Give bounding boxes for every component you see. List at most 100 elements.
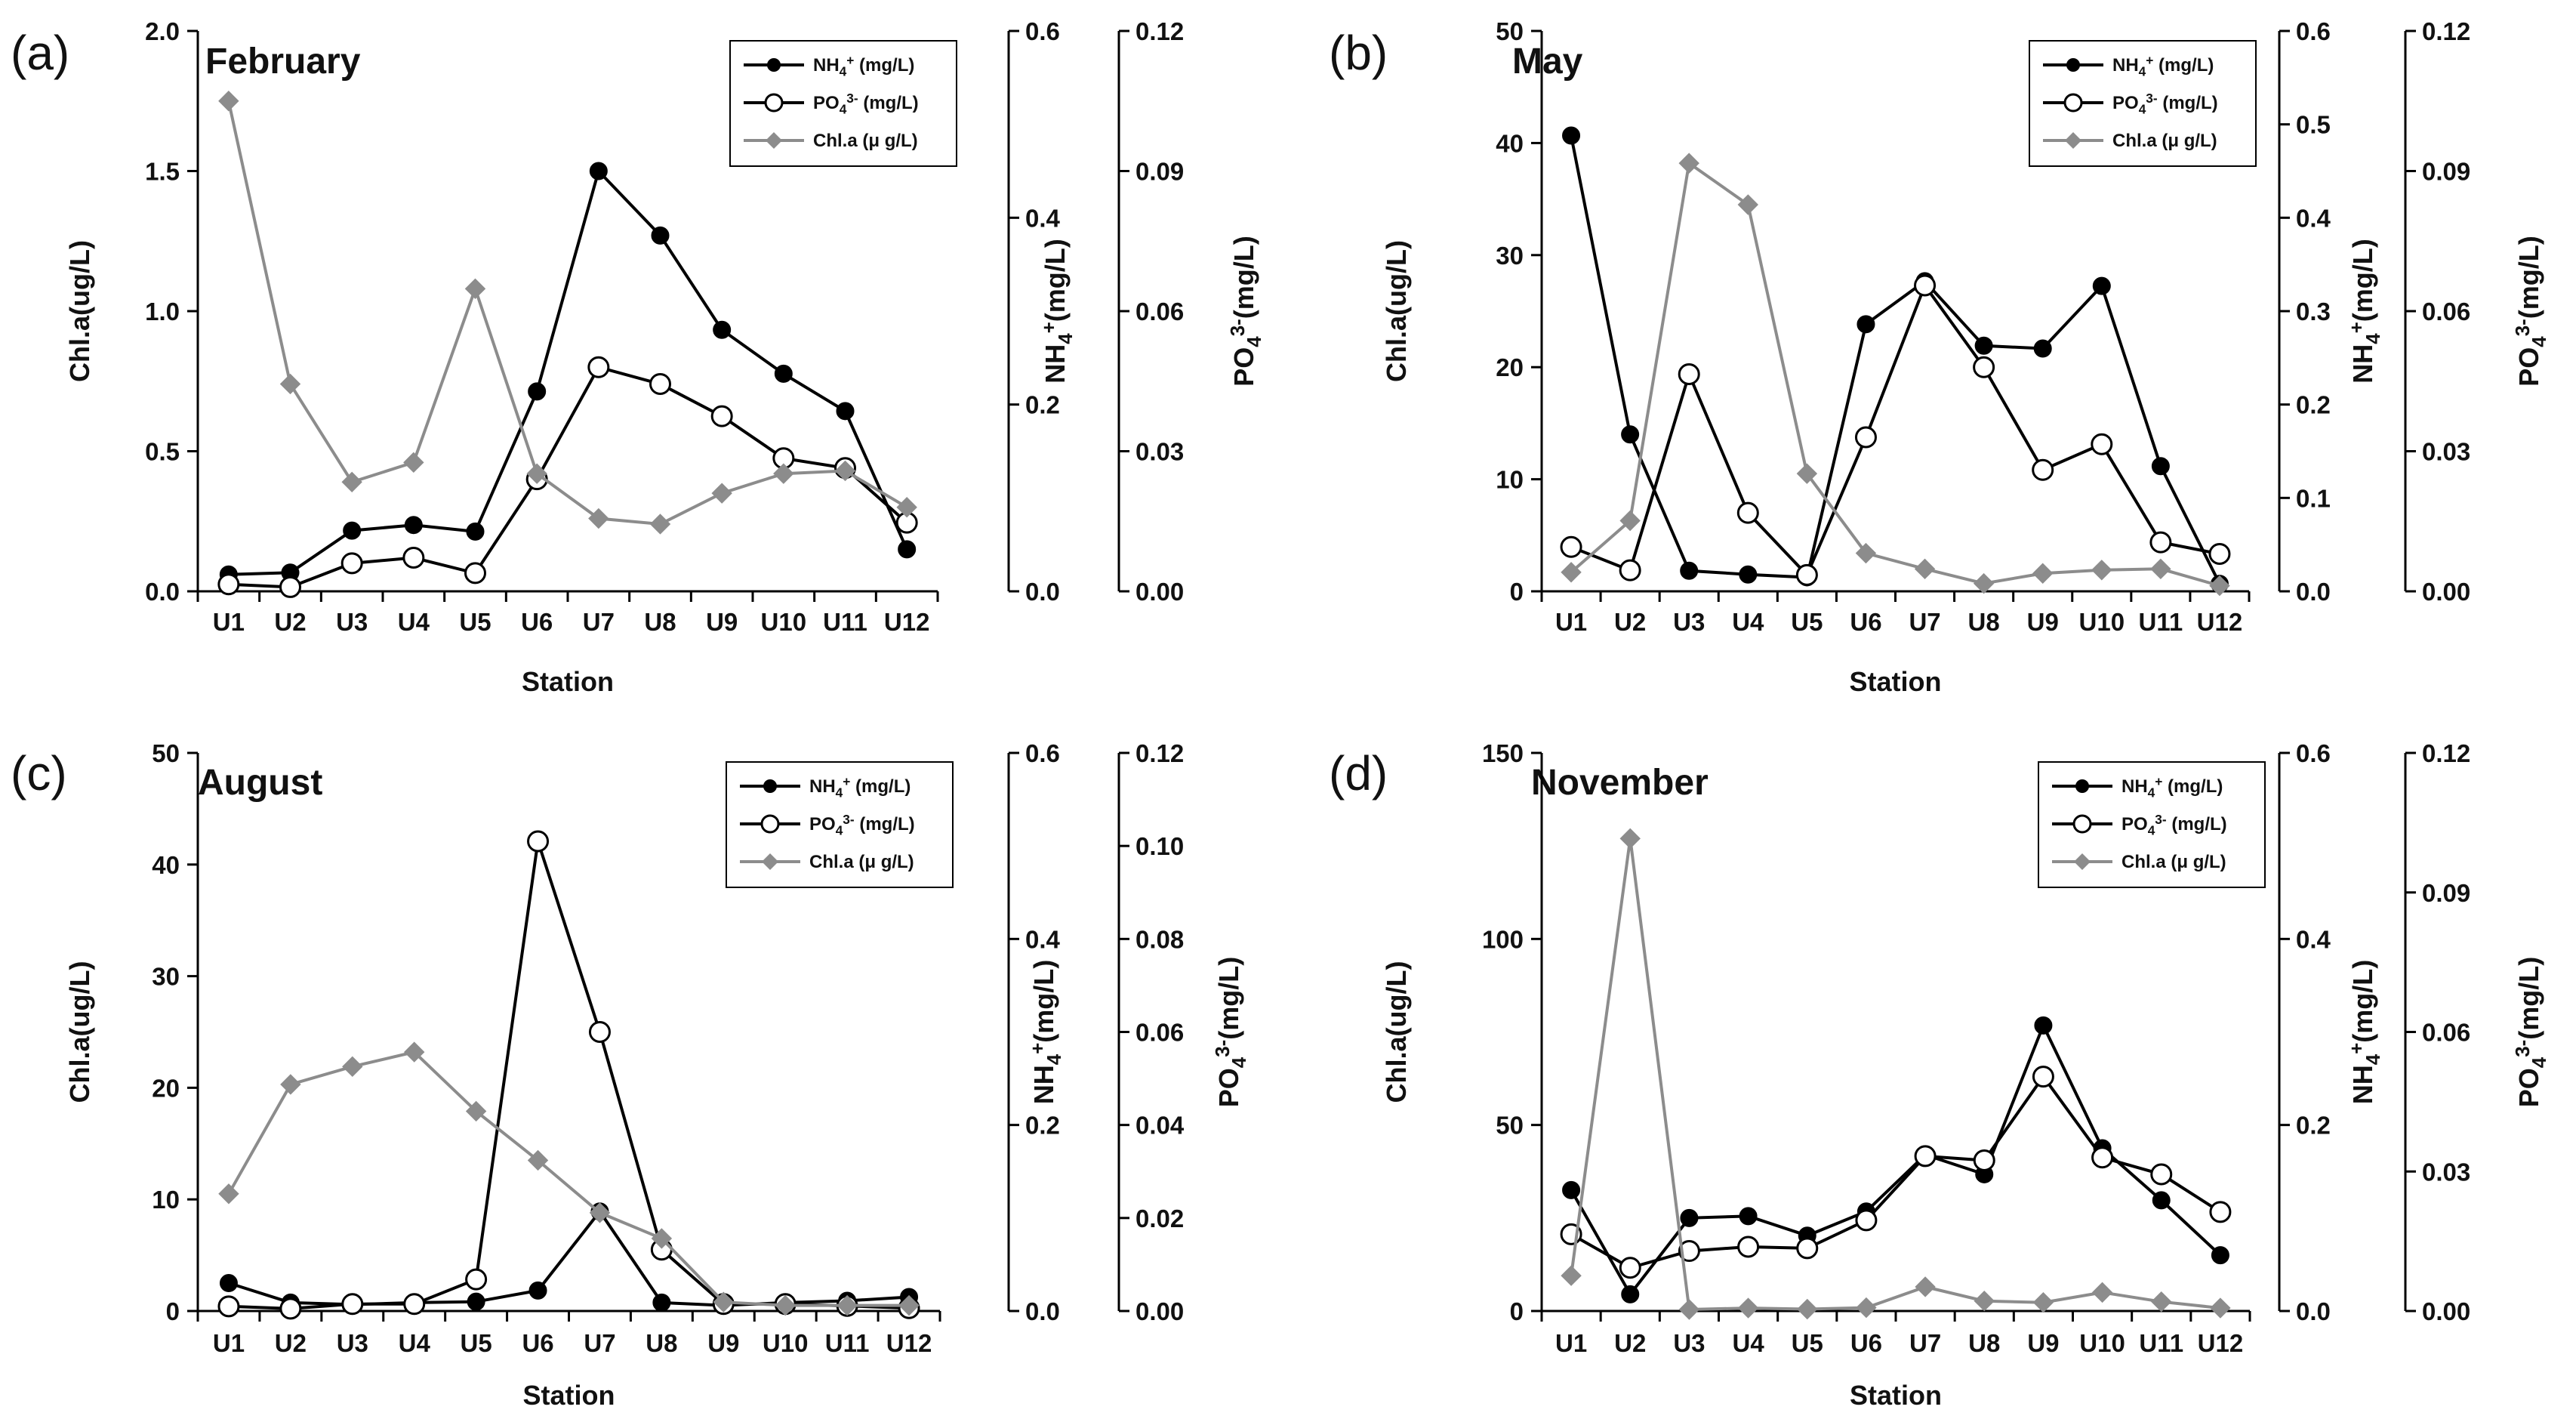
- legend-marker-nh4: [763, 779, 777, 793]
- data-point-chla: [1855, 542, 1877, 564]
- legend-marker-po4: [760, 814, 780, 834]
- data-point-po4: [2209, 1201, 2232, 1223]
- chart-panel-2: (c) August 0 10 20 30 40 50 0.0 0.2 0.4 0.6 0.00 0.02…: [11, 739, 1250, 1411]
- legend-label-nh4: NH4+ (mg/L): [813, 53, 914, 79]
- y-axis-title: Chl.a(ug/L): [64, 240, 95, 382]
- data-point-chla: [404, 1041, 425, 1063]
- data-point-chla: [1796, 463, 1818, 484]
- panel-label: (c): [11, 746, 67, 801]
- legend-label-po4: PO43- (mg/L): [809, 812, 915, 838]
- legend-label-nh4: NH4+ (mg/L): [2122, 774, 2223, 801]
- legend-marker-po4: [764, 93, 784, 113]
- y3-axis-title: PO43-(mg/L): [2513, 957, 2550, 1107]
- y3-tick-label: 0.06: [2422, 298, 2470, 325]
- x-tick-label: U7: [1909, 1329, 1941, 1357]
- data-point-nh4: [2033, 339, 2052, 358]
- y2-tick-label: 0.6: [2296, 17, 2331, 45]
- data-point-chla: [1974, 1290, 1995, 1312]
- y2-tick-label: 0.4: [2296, 925, 2331, 953]
- y3-tick-label: 0.12: [1135, 17, 1184, 45]
- data-point-po4: [1854, 426, 1877, 449]
- data-point-chla: [341, 471, 362, 493]
- data-point-po4: [1678, 1240, 1700, 1263]
- series-line-po4: [228, 841, 910, 1310]
- y-tick-label: 100: [1482, 925, 1524, 953]
- data-point-chla: [342, 1056, 363, 1078]
- y-tick-label: 20: [1496, 353, 1524, 381]
- y2-tick-label: 0.0: [2296, 1297, 2331, 1325]
- x-tick-label: U3: [337, 1329, 368, 1357]
- data-point-po4: [279, 575, 301, 598]
- data-point-chla: [464, 278, 486, 300]
- legend-label-po4: PO43- (mg/L): [813, 91, 919, 117]
- legend-label-chla: Chl.a (μ g/L): [809, 852, 914, 872]
- data-point-po4: [1914, 274, 1937, 297]
- data-point-chla: [1737, 194, 1758, 215]
- series-line-nh4: [1570, 135, 2221, 585]
- x-tick-label: U9: [2027, 1329, 2059, 1357]
- chart-panel-3: (d) November 0 50 100 150 0.0 0.2 0.4 0.6 0.00 0.03…: [1329, 739, 2550, 1411]
- x-tick-label: U1: [1555, 608, 1587, 636]
- data-point-nh4: [836, 402, 855, 421]
- y2-axis-title: NH4+(mg/L): [2346, 239, 2384, 384]
- series-line-chla: [226, 100, 908, 526]
- x-tick-label: U4: [398, 608, 430, 636]
- data-point-po4: [588, 1021, 611, 1043]
- y2-tick-label: 0.2: [1025, 1112, 1060, 1140]
- x-axis-title: Station: [523, 1380, 615, 1411]
- data-point-chla: [589, 1202, 611, 1223]
- y-tick-label: 1.5: [145, 158, 180, 186]
- x-tick-label: U6: [1850, 608, 1881, 636]
- x-tick-label: U12: [884, 608, 930, 636]
- data-point-chla: [649, 514, 671, 535]
- y2-tick-label: 0.3: [2296, 298, 2331, 325]
- x-tick-label: U11: [823, 608, 867, 636]
- y-tick-label: 0.0: [145, 578, 180, 606]
- y2-tick-label: 0.1: [2296, 484, 2331, 512]
- data-point-nh4: [2152, 1191, 2171, 1210]
- y2-tick-label: 0.0: [1025, 1297, 1060, 1325]
- series-line-nh4: [1570, 1021, 2222, 1297]
- x-tick-label: U9: [707, 1329, 739, 1357]
- x-tick-label: U3: [336, 608, 368, 636]
- y2-tick-label: 0.5: [2296, 111, 2331, 139]
- x-tick-label: U6: [1850, 1329, 1882, 1357]
- data-point-chla: [2032, 563, 2054, 584]
- x-tick-label: U11: [2139, 608, 2183, 636]
- y-tick-label: 0: [166, 1297, 180, 1325]
- y2-tick-label: 0.6: [1025, 17, 1060, 45]
- data-point-po4: [1736, 501, 1759, 524]
- legend: NH4+ (mg/L) PO43- (mg/L) Chl.a (μ g/L): [2038, 761, 2266, 888]
- y-tick-label: 2.0: [145, 17, 180, 45]
- y-tick-label: 50: [1496, 17, 1524, 45]
- y3-tick-label: 0.12: [2422, 739, 2470, 767]
- x-tick-label: U10: [2079, 1329, 2125, 1357]
- data-point-chla: [2209, 575, 2230, 597]
- y-tick-label: 40: [1496, 129, 1524, 157]
- legend-label-chla: Chl.a (μ g/L): [2122, 852, 2226, 872]
- y3-tick-label: 0.09: [2422, 158, 2470, 186]
- data-point-chla: [651, 1228, 673, 1249]
- data-point-po4: [2208, 543, 2231, 566]
- y2-axis-title: NH4+(mg/L): [1028, 960, 1065, 1105]
- x-tick-label: U5: [1791, 608, 1823, 636]
- data-point-po4: [1678, 362, 1700, 385]
- x-axis-title: Station: [1850, 666, 1942, 697]
- data-point-po4: [1619, 1257, 1641, 1279]
- series-line-po4: [1570, 282, 2220, 578]
- x-tick-label: U3: [1673, 1329, 1705, 1357]
- y-axis-title: Chl.a(ug/L): [1381, 961, 1412, 1103]
- chart-title: May: [1512, 42, 1583, 82]
- data-point-nh4: [528, 382, 547, 401]
- legend-marker-chla: [2065, 132, 2081, 149]
- chart-title: November: [1531, 763, 1709, 803]
- data-point-chla: [218, 91, 239, 112]
- x-tick-label: U1: [1555, 1329, 1587, 1357]
- data-point-po4: [464, 562, 486, 585]
- y3-tick-label: 0.06: [1135, 298, 1184, 325]
- data-point-chla: [279, 373, 301, 395]
- x-tick-label: U8: [644, 608, 676, 636]
- series-line-nh4: [228, 168, 909, 576]
- legend-label-nh4: NH4+ (mg/L): [809, 774, 911, 801]
- data-point-po4: [1796, 1237, 1819, 1260]
